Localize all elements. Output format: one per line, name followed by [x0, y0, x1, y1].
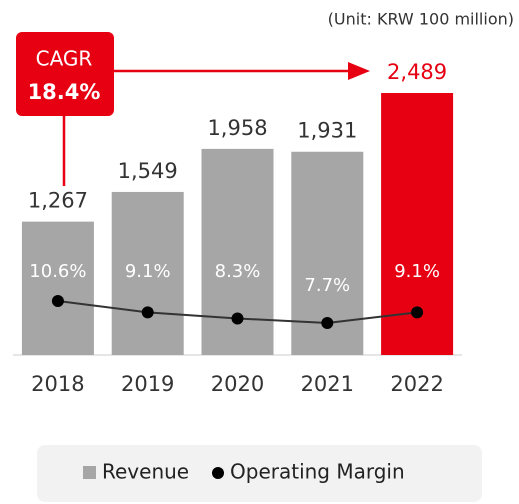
x-tick-label: 2018 [31, 372, 84, 396]
legend-swatch-margin [212, 467, 224, 479]
cagr-value: 18.4% [28, 80, 101, 104]
unit-note: (Unit: KRW 100 million) [328, 10, 514, 29]
margin-marker [141, 306, 154, 319]
margin-label: 7.7% [304, 275, 350, 296]
x-tick-label: 2022 [390, 372, 443, 396]
margin-label: 10.6% [29, 261, 86, 282]
x-tick-label: 2020 [211, 372, 264, 396]
bar-value-label: 1,958 [207, 116, 267, 140]
margin-marker [321, 317, 334, 329]
margin-marker [51, 295, 64, 307]
x-tick-label: 2019 [121, 372, 174, 396]
margin-label: 9.1% [125, 261, 171, 282]
margin-marker [231, 312, 244, 325]
bar-value-label: 1,267 [28, 189, 88, 213]
cagr-label: CAGR [36, 47, 93, 71]
margin-label: 9.1% [394, 261, 440, 282]
arrow-head [348, 62, 370, 80]
margin-label: 8.3% [215, 261, 261, 282]
legend-swatch-revenue [83, 466, 96, 479]
bar [111, 191, 184, 355]
bar-value-label: 1,931 [297, 119, 357, 143]
legend-box [37, 445, 482, 502]
legend-label: Revenue [102, 460, 189, 484]
margin-marker [411, 306, 424, 319]
legend-label: Operating Margin [230, 460, 405, 484]
bar-value-label: 1,549 [118, 159, 178, 183]
cagr-box [16, 32, 114, 116]
bar [21, 221, 94, 355]
x-tick-label: 2021 [301, 372, 354, 396]
bar-value-label: 2,489 [387, 60, 447, 84]
